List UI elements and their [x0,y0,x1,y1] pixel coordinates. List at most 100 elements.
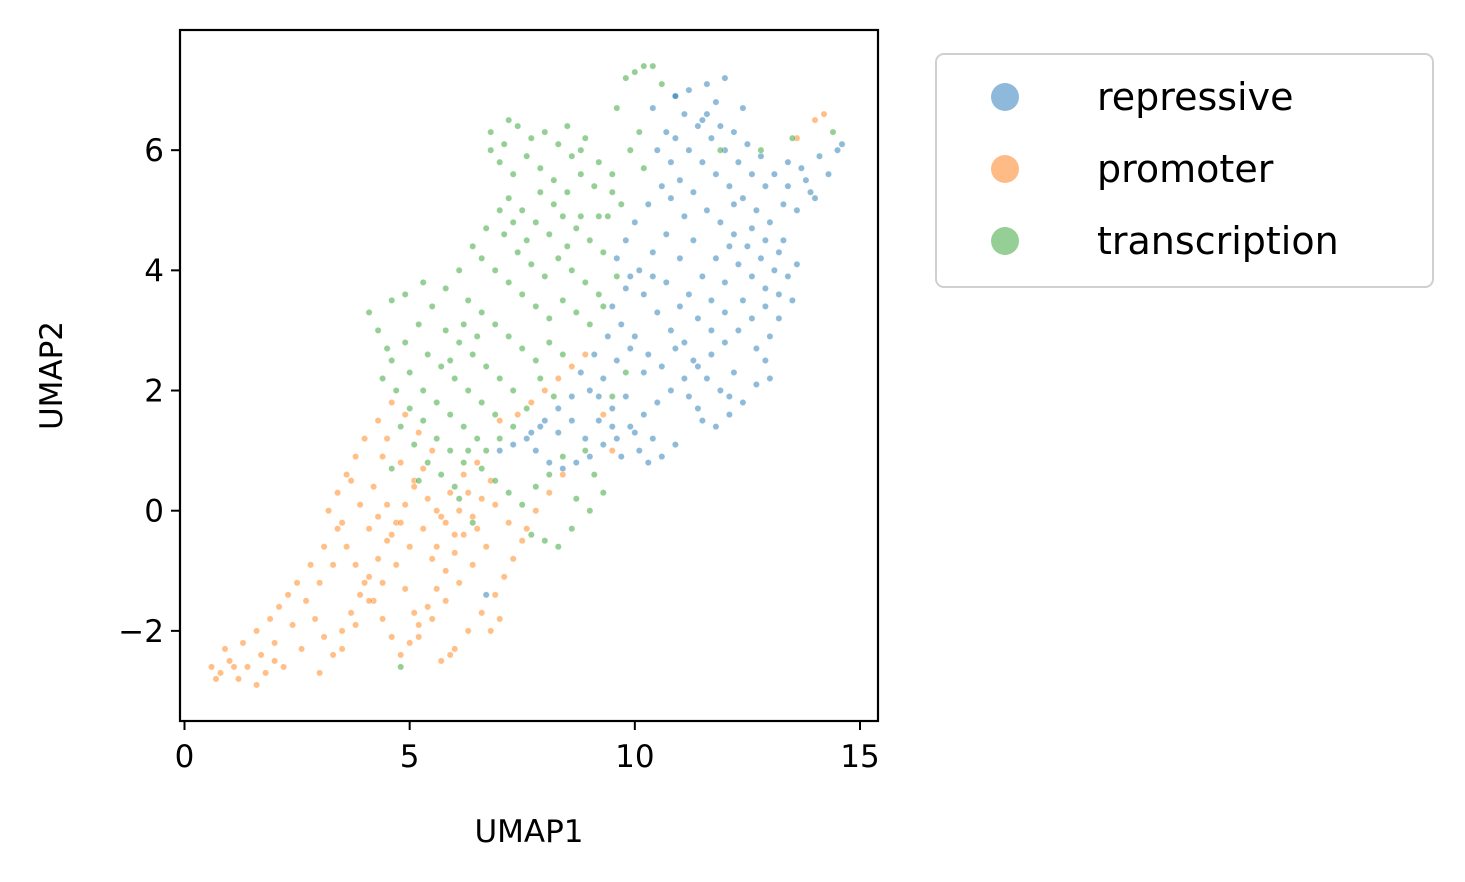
point-repressive [685,86,693,94]
point-transcription [437,471,445,479]
point-repressive [613,254,621,262]
point-transcription [604,212,612,220]
point-repressive [509,441,517,449]
point-transcription [509,170,517,178]
point-transcription [527,134,535,142]
point-repressive [671,134,679,142]
point-transcription [545,230,553,238]
point-promoter [464,627,472,635]
point-promoter [599,411,607,419]
point-transcription [464,386,472,394]
point-promoter [478,495,486,503]
point-repressive [676,302,684,310]
point-promoter [212,675,220,683]
point-promoter [302,597,310,605]
point-repressive [689,236,697,244]
point-transcription [586,320,594,328]
point-transcription [397,663,405,671]
point-repressive [640,290,648,298]
point-promoter [334,525,342,533]
point-repressive [725,392,733,400]
point-promoter [460,531,468,539]
legend-label-transcription: transcription [1097,219,1339,263]
point-repressive [784,182,792,190]
point-transcription [406,368,414,376]
point-repressive [667,326,675,334]
point-transcription [496,435,504,443]
point-transcription [433,398,441,406]
point-repressive [730,230,738,238]
point-transcription [536,374,544,382]
point-repressive [662,230,670,238]
point-transcription [608,170,616,178]
point-repressive [833,146,841,154]
point-repressive [590,350,598,358]
point-promoter [518,537,526,545]
point-repressive [761,236,769,244]
point-repressive [644,350,652,358]
point-promoter [356,501,364,509]
point-repressive [626,423,634,431]
point-promoter [437,657,445,665]
point-transcription [523,404,531,412]
point-repressive [635,447,643,455]
point-promoter [811,116,819,124]
point-promoter [401,501,409,509]
point-promoter [496,417,504,425]
point-repressive [586,453,594,461]
point-promoter [329,561,337,569]
point-promoter [383,537,391,545]
point-promoter [352,453,360,461]
point-transcription [532,356,540,364]
point-promoter [428,555,436,563]
point-promoter [478,609,486,617]
point-promoter [266,615,274,623]
point-repressive [725,242,733,250]
point-repressive [802,176,810,184]
point-repressive [572,459,580,467]
point-repressive [653,308,661,316]
point-transcription [595,290,603,298]
x-axis-title: UMAP1 [474,814,583,850]
point-promoter [554,374,562,382]
point-transcription [446,356,454,364]
point-transcription [388,465,396,473]
point-promoter [415,621,423,629]
point-repressive [815,152,823,160]
point-repressive [676,176,684,184]
point-transcription [541,128,549,136]
point-repressive [748,272,756,280]
point-transcription [658,80,666,88]
point-promoter [455,507,463,515]
plot-frame [178,28,880,723]
point-repressive [640,368,648,376]
point-transcription [568,152,576,160]
point-repressive [734,260,742,268]
point-promoter [437,513,445,521]
point-repressive [649,272,657,280]
point-promoter [311,615,319,623]
point-promoter [221,645,229,653]
point-repressive [703,206,711,214]
point-transcription [586,236,594,244]
point-promoter [442,597,450,605]
point-repressive [752,380,760,388]
point-repressive [599,441,607,449]
point-transcription [374,326,382,334]
point-repressive [703,80,711,88]
point-repressive [752,206,760,214]
point-transcription [392,386,400,394]
y-tick-label: 2 [144,374,164,410]
point-repressive [626,344,634,352]
point-transcription [469,350,477,358]
point-repressive [721,338,729,346]
point-repressive [599,374,607,382]
point-repressive [680,212,688,220]
point-promoter [365,597,373,605]
point-transcription [536,164,544,172]
point-promoter [469,513,477,521]
point-repressive [608,404,616,412]
point-promoter [433,543,441,551]
point-repressive [766,374,774,382]
point-promoter [379,615,387,623]
